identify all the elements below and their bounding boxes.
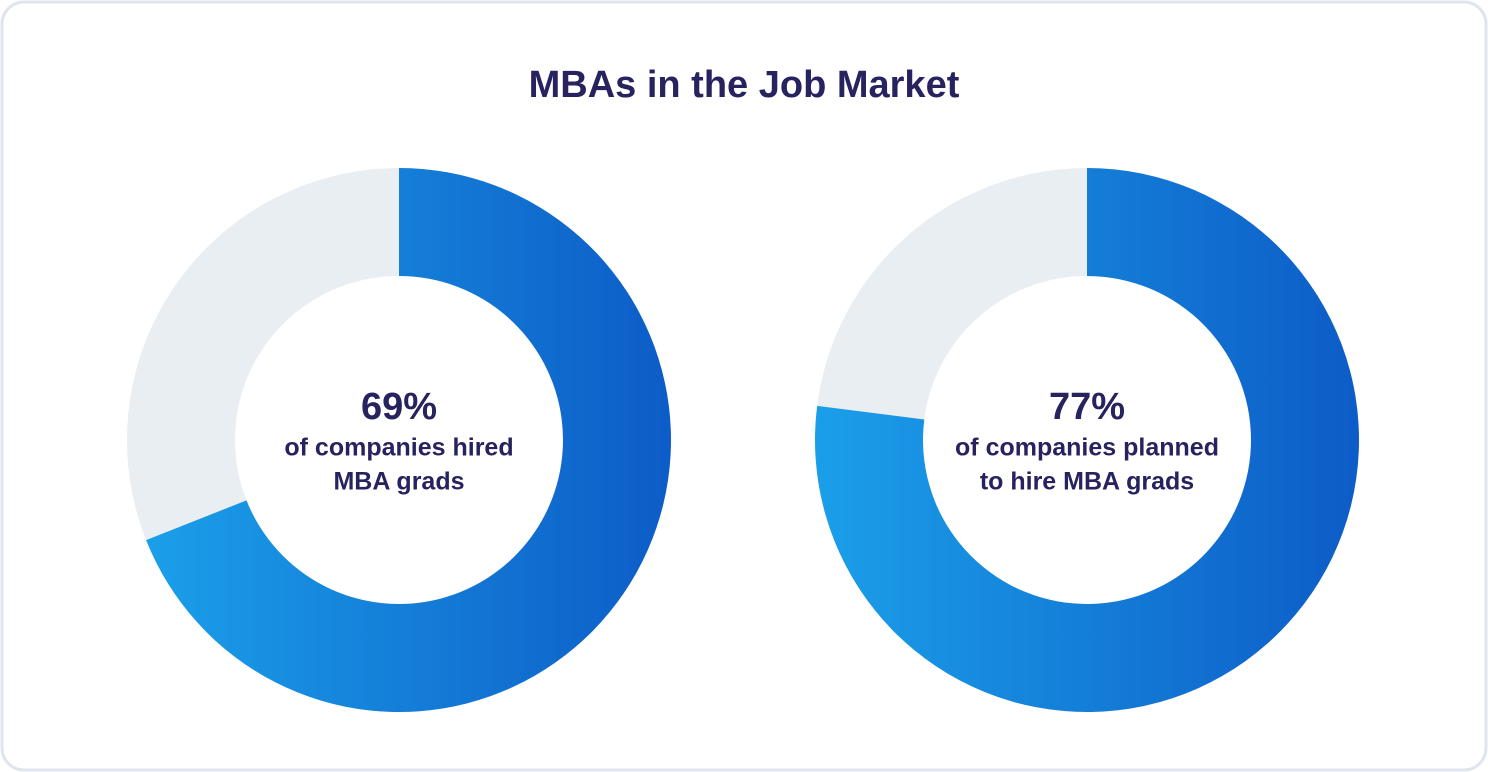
chart-title: MBAs in the Job Market — [529, 64, 960, 106]
donut-caption: MBA grads — [333, 468, 464, 496]
donut-segment — [814, 168, 1359, 712]
value-label: 77% — [1049, 386, 1125, 428]
donut-caption: to hire MBA grads — [980, 468, 1194, 496]
value-label: 69% — [361, 386, 437, 428]
donut-caption: of companies hired — [284, 434, 513, 462]
donut-caption: of companies planned — [955, 434, 1219, 462]
donut-segment — [146, 168, 672, 712]
